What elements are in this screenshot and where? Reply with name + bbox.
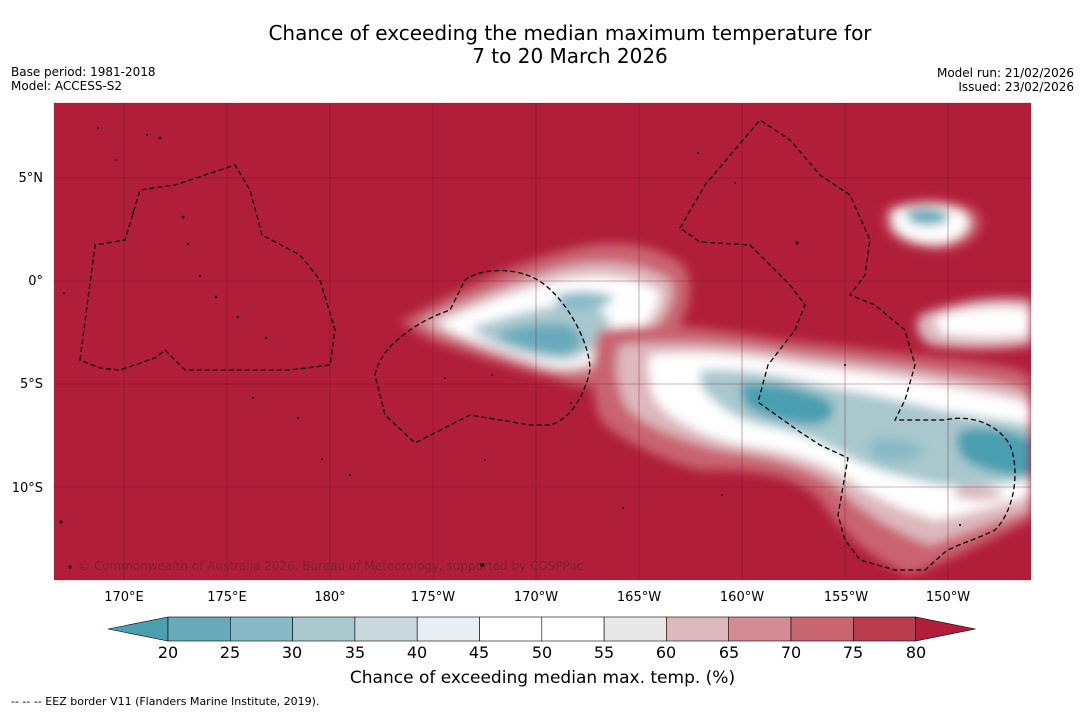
colorbar-segment-55 (603, 616, 667, 642)
colorbar-tick-80: 80 (905, 643, 927, 662)
probability-field (400, 199, 1031, 575)
colorbar-tick-25: 25 (219, 643, 241, 662)
model-run: Model run: 21/02/2026 (936, 66, 1074, 80)
lat-label-5n: 5°N (18, 171, 44, 186)
lon-label-175w: 175°W (410, 590, 456, 605)
eez-line-islands (679, 119, 1016, 571)
colorbar-segment-35 (354, 616, 418, 642)
colorbar-segment-75 (852, 616, 916, 642)
colorbar-segment-45 (479, 616, 543, 642)
title-line-2: 7 to 20 March 2026 (472, 44, 668, 68)
colorbar-segment-70 (790, 616, 854, 642)
map-title: Chance of exceeding the median maximum t… (0, 22, 1085, 68)
lon-label-175e: 175°E (207, 590, 247, 605)
colorbar-segment-50 (541, 616, 605, 642)
model-name: Model: ACCESS-S2 (11, 79, 123, 93)
eez-borders (79, 119, 1016, 571)
copyright-notice: © Commonwealth of Australia 2026, Bureau… (78, 559, 584, 573)
eez-footnote: -- -- -- EEZ border V11 (Flanders Marine… (11, 695, 320, 708)
lon-label-160w: 160°W (719, 590, 765, 605)
lon-label-180: 180° (314, 590, 346, 605)
colorbar-tick-45: 45 (468, 643, 490, 662)
eez-phoenix-islands (374, 269, 591, 444)
meta-left: Base period: 1981-2018 Model: ACCESS-S2 (11, 65, 156, 93)
lat-label-5s: 5°S (19, 377, 43, 392)
lon-label-170e: 170°E (104, 590, 144, 605)
colorbar-segment-30 (292, 616, 356, 642)
colorbar-extension-low (107, 616, 169, 642)
graticule (54, 103, 1031, 580)
colorbar-segment-25 (230, 616, 293, 642)
base-period: Base period: 1981-2018 (11, 65, 156, 79)
issued-date: Issued: 23/02/2026 (958, 80, 1074, 94)
lon-label-155w: 155°W (823, 590, 869, 605)
colorbar-tick-75: 75 (842, 643, 864, 662)
colorbar-segment-20 (167, 616, 231, 642)
colorbar-tick-35: 35 (344, 643, 366, 662)
colorbar-tick-60: 60 (655, 643, 677, 662)
colorbar-tick-65: 65 (718, 643, 740, 662)
colorbar-tick-30: 30 (281, 643, 303, 662)
colorbar-tick-70: 70 (780, 643, 802, 662)
islands (59, 127, 961, 569)
colorbar-segment-65 (728, 616, 792, 642)
colorbar-segment-40 (416, 616, 480, 642)
lon-label-170w: 170°W (513, 590, 559, 605)
title-line-1: Chance of exceeding the median maximum t… (268, 21, 872, 45)
eez-tuvalu-kiribati-west (79, 164, 336, 371)
colorbar-label: Chance of exceeding median max. temp. (%… (349, 668, 736, 688)
lon-label-165w: 165°W (616, 590, 662, 605)
colorbar-extension-high (915, 616, 976, 642)
colorbar-segment-60 (666, 616, 730, 642)
lat-label-10s: 10°S (11, 481, 43, 496)
colorbar-tick-55: 55 (593, 643, 615, 662)
colorbar-tick-50: 50 (531, 643, 553, 662)
colorbar-tick-20: 20 (157, 643, 179, 662)
meta-right: Model run: 21/02/2026 Issued: 23/02/2026 (937, 66, 1074, 94)
lon-label-150w: 150°W (925, 590, 971, 605)
lat-label-0: 0° (28, 274, 43, 289)
colorbar-tick-40: 40 (406, 643, 428, 662)
